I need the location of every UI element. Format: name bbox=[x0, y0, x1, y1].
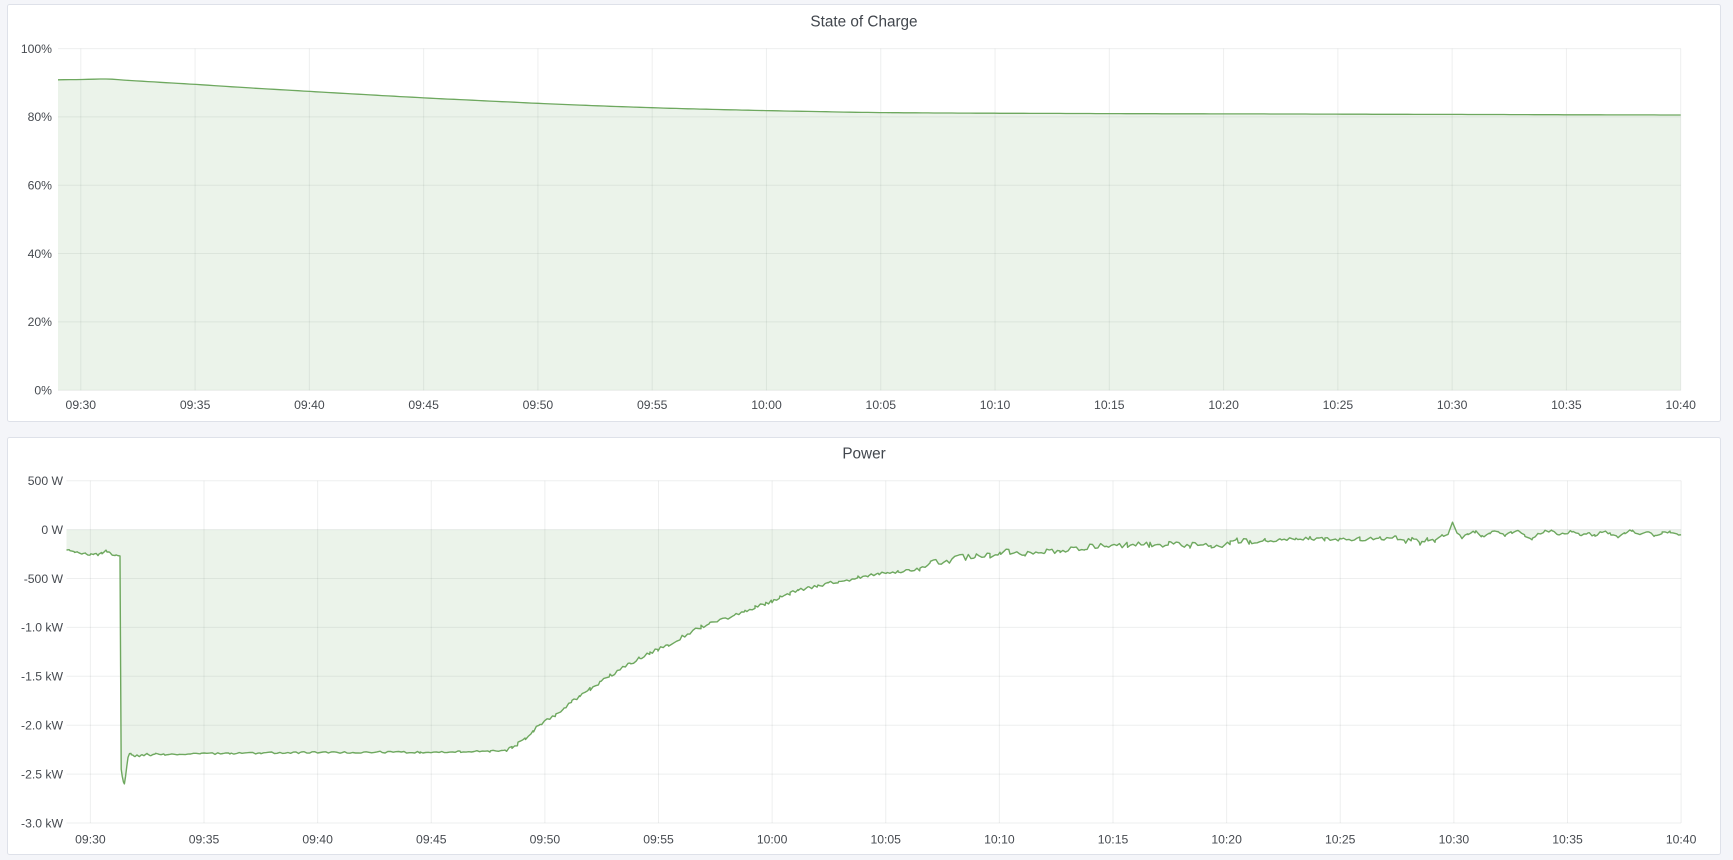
svg-text:10:05: 10:05 bbox=[870, 833, 901, 847]
svg-text:0 W: 0 W bbox=[41, 523, 63, 537]
svg-text:10:30: 10:30 bbox=[1439, 833, 1470, 847]
svg-text:State of Charge: State of Charge bbox=[810, 13, 917, 30]
svg-text:09:45: 09:45 bbox=[416, 833, 447, 847]
svg-text:09:50: 09:50 bbox=[530, 833, 561, 847]
svg-text:09:40: 09:40 bbox=[302, 833, 333, 847]
svg-text:Power: Power bbox=[842, 446, 885, 463]
svg-text:10:35: 10:35 bbox=[1551, 398, 1582, 412]
svg-text:10:05: 10:05 bbox=[866, 398, 897, 412]
svg-text:100%: 100% bbox=[21, 42, 52, 56]
svg-text:10:15: 10:15 bbox=[1094, 398, 1125, 412]
svg-text:500 W: 500 W bbox=[28, 474, 64, 488]
svg-text:09:50: 09:50 bbox=[523, 398, 554, 412]
svg-text:09:40: 09:40 bbox=[294, 398, 325, 412]
svg-text:10:00: 10:00 bbox=[757, 833, 788, 847]
svg-text:10:20: 10:20 bbox=[1211, 833, 1242, 847]
svg-text:-2.0 kW: -2.0 kW bbox=[21, 719, 63, 733]
svg-text:09:30: 09:30 bbox=[66, 398, 97, 412]
svg-text:09:35: 09:35 bbox=[189, 833, 220, 847]
svg-text:0%: 0% bbox=[34, 384, 52, 398]
svg-text:10:10: 10:10 bbox=[980, 398, 1011, 412]
svg-text:10:40: 10:40 bbox=[1666, 833, 1697, 847]
svg-text:09:35: 09:35 bbox=[180, 398, 211, 412]
svg-text:10:20: 10:20 bbox=[1208, 398, 1239, 412]
svg-text:-1.0 kW: -1.0 kW bbox=[21, 621, 63, 635]
svg-text:10:15: 10:15 bbox=[1098, 833, 1129, 847]
svg-text:09:55: 09:55 bbox=[643, 833, 674, 847]
svg-text:10:35: 10:35 bbox=[1552, 833, 1583, 847]
svg-text:10:25: 10:25 bbox=[1323, 398, 1354, 412]
svg-text:09:55: 09:55 bbox=[637, 398, 668, 412]
svg-text:20%: 20% bbox=[28, 315, 53, 329]
svg-text:09:30: 09:30 bbox=[75, 833, 106, 847]
svg-text:80%: 80% bbox=[28, 110, 53, 124]
svg-text:-1.5 kW: -1.5 kW bbox=[21, 670, 63, 684]
svg-text:-3.0 kW: -3.0 kW bbox=[21, 816, 63, 830]
svg-text:-2.5 kW: -2.5 kW bbox=[21, 767, 63, 781]
svg-text:10:30: 10:30 bbox=[1437, 398, 1468, 412]
svg-text:-500 W: -500 W bbox=[24, 572, 64, 586]
svg-text:10:00: 10:00 bbox=[751, 398, 782, 412]
svg-text:60%: 60% bbox=[28, 179, 53, 193]
svg-text:40%: 40% bbox=[28, 247, 53, 261]
svg-text:10:25: 10:25 bbox=[1325, 833, 1356, 847]
svg-text:10:10: 10:10 bbox=[984, 833, 1015, 847]
svg-text:09:45: 09:45 bbox=[408, 398, 439, 412]
svg-text:10:40: 10:40 bbox=[1665, 398, 1696, 412]
